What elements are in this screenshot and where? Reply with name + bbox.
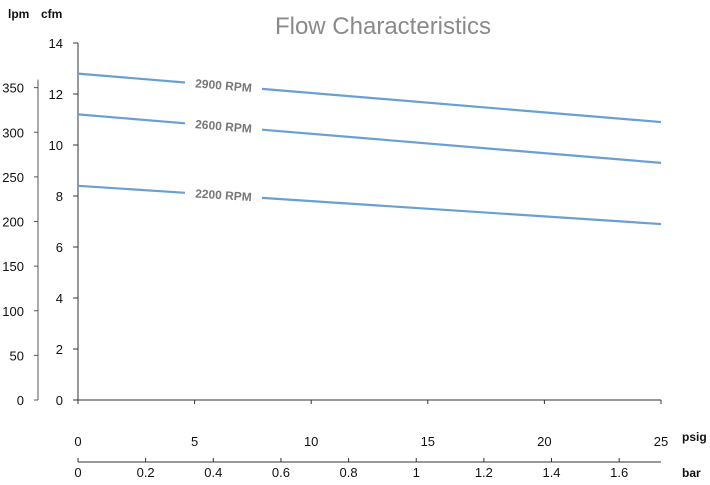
series-line-2200-rpm	[261, 196, 662, 226]
bar-tick-label: 1.6	[610, 465, 628, 480]
lpm-tick-label: 100	[2, 304, 24, 319]
series-label: 2900 RPM	[195, 76, 253, 95]
series-line-2900-rpm	[261, 87, 662, 124]
bar-tick-label: 1	[413, 465, 420, 480]
psig-tick-label: 5	[191, 434, 198, 449]
bar-tick-label: 0.4	[204, 465, 222, 480]
cfm-tick-label: 2	[56, 342, 63, 357]
chart-series: 2900 RPM 2600 RPM 2200 RPM	[77, 72, 662, 226]
x-secondary-unit-label: bar	[682, 466, 701, 480]
cfm-tick-label: 4	[56, 291, 63, 306]
cfm-tick-label: 14	[49, 36, 63, 51]
bar-tick-label: 1.2	[475, 465, 493, 480]
chart-title: Flow Characteristics	[275, 13, 491, 40]
lpm-tick-label: 200	[2, 215, 24, 230]
lpm-tick-label: 50	[10, 348, 24, 363]
bar-tick-label: 0.6	[272, 465, 290, 480]
series-label: 2600 RPM	[195, 117, 253, 136]
lpm-tick-label: 0	[17, 393, 24, 408]
cfm-tick-label: 0	[56, 393, 63, 408]
x-primary-unit-label: psig	[682, 430, 707, 444]
bar-tick-label: 0	[74, 465, 81, 480]
bar-tick-label: 0.8	[340, 465, 358, 480]
chart-axes	[37, 43, 661, 463]
psig-tick-label: 15	[421, 434, 435, 449]
psig-tick-label: 10	[304, 434, 318, 449]
psig-tick-label: 25	[654, 434, 668, 449]
bar-tick-label: 1.4	[542, 465, 560, 480]
series-line-2600-rpm	[261, 128, 662, 164]
lpm-tick-label: 250	[2, 170, 24, 185]
cfm-tick-label: 12	[49, 87, 63, 102]
series-line-2200-rpm	[77, 184, 186, 194]
series-line-2600-rpm	[77, 113, 186, 125]
psig-tick-label: 0	[74, 434, 81, 449]
y-primary-unit-label: cfm	[41, 7, 62, 21]
lpm-tick-label: 300	[2, 125, 24, 140]
cfm-tick-label: 6	[56, 240, 63, 255]
lpm-tick-label: 150	[2, 259, 24, 274]
cfm-tick-label: 8	[56, 189, 63, 204]
lpm-tick-label: 350	[2, 81, 24, 96]
series-label: 2200 RPM	[195, 187, 252, 205]
psig-tick-label: 20	[537, 434, 551, 449]
cfm-tick-label: 10	[49, 138, 63, 153]
bar-tick-label: 0.2	[137, 465, 155, 480]
y-secondary-unit-label: lpm	[8, 7, 29, 21]
series-line-2900-rpm	[77, 72, 186, 84]
